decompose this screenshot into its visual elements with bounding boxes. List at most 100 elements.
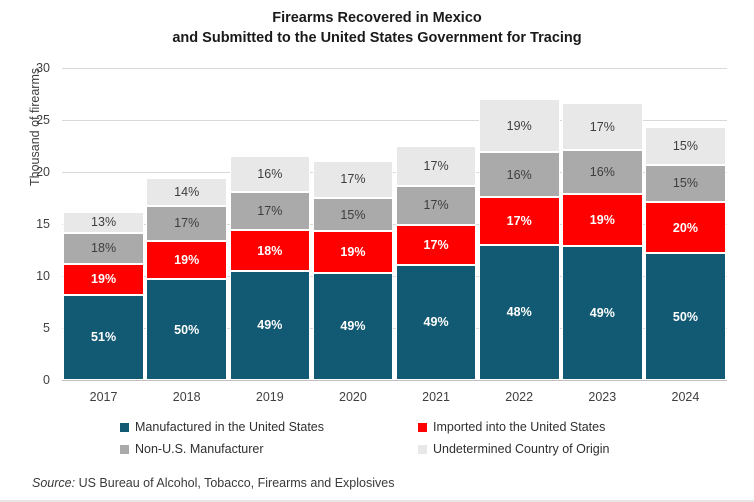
bar-stack[interactable]: 49% 17% 17% 17% xyxy=(395,145,477,380)
bar-segment[interactable]: 16% xyxy=(562,150,643,194)
y-axis-tick-label: 20 xyxy=(36,165,50,179)
page-title: Firearms Recovered in Mexico and Submitt… xyxy=(0,8,754,48)
x-axis-tick-label: 2020 xyxy=(339,390,367,404)
bar-segment[interactable]: 19% xyxy=(478,99,560,153)
bar-segment-label: 20% xyxy=(672,220,698,235)
legend-swatch-icon xyxy=(418,444,427,454)
legend-item[interactable]: Imported into the United States xyxy=(418,420,605,434)
chart-plot-area: Thousand of firearms 0 5 10 15 20 25 30 51% 19%… xyxy=(28,62,727,404)
bar-segment[interactable]: 49% xyxy=(562,245,643,380)
bar-segment[interactable]: 18% xyxy=(63,233,144,264)
bar-segment-label: 17% xyxy=(589,119,615,134)
gridline xyxy=(62,224,727,225)
x-axis-tick-label: 2022 xyxy=(505,390,534,404)
bar-segment-label: 14% xyxy=(174,185,200,200)
y-axis-tick-label: 25 xyxy=(36,113,50,127)
bar-segment-label: 19% xyxy=(174,252,200,267)
bar-segment[interactable]: 19% xyxy=(312,231,394,273)
bar-segment[interactable]: 17% xyxy=(478,196,560,245)
gridline xyxy=(62,276,727,277)
bar-segment[interactable]: 49% xyxy=(312,272,394,380)
bar-segment-label: 17% xyxy=(340,172,366,187)
bar-segment[interactable]: 17% xyxy=(395,185,477,226)
bar-segment[interactable]: 13% xyxy=(63,211,144,234)
bar-segment-label: 49% xyxy=(340,319,366,334)
bar-segment-label: 48% xyxy=(506,305,532,320)
source-text: US Bureau of Alcohol, Tobacco, Firearms … xyxy=(75,476,395,490)
x-axis-line xyxy=(62,380,727,381)
gridline xyxy=(62,172,727,173)
gridline xyxy=(62,68,727,69)
bar-segment-label: 19% xyxy=(589,212,615,227)
bar-segment-label: 17% xyxy=(423,237,449,252)
bar-segment[interactable]: 17% xyxy=(395,225,477,265)
bar-segment[interactable]: 16% xyxy=(229,156,311,192)
bar-segment[interactable]: 17% xyxy=(229,191,311,231)
chart-title-line-1: Firearms Recovered in Mexico xyxy=(272,10,482,26)
legend-item[interactable]: Undetermined Country of Origin xyxy=(418,442,609,456)
legend-swatch-icon xyxy=(120,444,129,454)
bar-stack[interactable]: 49% 19% 15% 17% xyxy=(312,160,394,380)
y-axis-tick-label: 5 xyxy=(43,321,50,335)
bar-segment-label: 50% xyxy=(174,322,200,337)
gridline xyxy=(62,120,727,121)
legend-item[interactable]: Manufactured in the United States xyxy=(120,420,324,434)
bar-segment-label: 19% xyxy=(506,118,532,133)
bar-segment[interactable]: 51% xyxy=(63,294,144,380)
x-axis-tick-label: 2017 xyxy=(89,390,118,404)
x-axis-tick-label: 2023 xyxy=(588,390,617,404)
bar-segment[interactable]: 49% xyxy=(229,270,311,380)
bar-segment-label: 49% xyxy=(257,318,283,333)
chart-legend: Manufactured in the United States Importe… xyxy=(0,418,754,464)
bar-segment[interactable]: 17% xyxy=(562,103,643,151)
bar-stack[interactable]: 51% 19% 18% 13% xyxy=(63,211,144,380)
bar-segment-label: 51% xyxy=(91,330,117,345)
bar-segment[interactable]: 14% xyxy=(146,178,227,207)
source-label: Source: xyxy=(32,476,76,490)
bar-segment-label: 16% xyxy=(506,167,532,182)
bar-segment-label: 18% xyxy=(257,243,283,258)
chart-title-line-2: and Submitted to the United States Gover… xyxy=(172,30,582,46)
bar-segment[interactable]: 16% xyxy=(478,152,560,197)
bar-segment[interactable]: 17% xyxy=(146,206,227,241)
bar-stack[interactable]: 50% 19% 17% 14% xyxy=(146,178,227,380)
bar-segment[interactable]: 15% xyxy=(312,198,394,232)
bar-segment[interactable]: 18% xyxy=(229,230,311,271)
bar-segment[interactable]: 15% xyxy=(645,127,726,165)
bar-segment[interactable]: 50% xyxy=(645,253,726,380)
legend-item[interactable]: Non-U.S. Manufacturer xyxy=(120,442,264,456)
bar-segment[interactable]: 15% xyxy=(645,164,726,203)
x-axis-tick-label: 2024 xyxy=(671,390,700,404)
bottom-divider xyxy=(0,500,754,502)
bar-segment-label: 16% xyxy=(257,167,283,182)
legend-swatch-icon xyxy=(418,422,427,432)
bar-segment-label: 15% xyxy=(672,139,698,154)
bar-segment-label: 15% xyxy=(340,207,366,222)
bar-segment[interactable]: 17% xyxy=(395,146,477,186)
bar-segment[interactable]: 19% xyxy=(146,240,227,280)
bar-segment-label: 49% xyxy=(423,315,449,330)
bar-segment[interactable]: 19% xyxy=(562,193,643,246)
bar-segment-label: 15% xyxy=(672,176,698,191)
legend-label: Non-U.S. Manufacturer xyxy=(135,442,264,456)
y-axis-tick-label: 15 xyxy=(36,217,50,231)
bar-segment[interactable]: 50% xyxy=(146,279,227,380)
bar-segment[interactable]: 17% xyxy=(312,160,394,198)
bar-segment-label: 17% xyxy=(423,158,449,173)
bar-stack[interactable]: 49% 19% 16% 17% xyxy=(562,103,643,380)
bar-segment[interactable]: 49% xyxy=(395,264,477,380)
bar-stack[interactable]: 49% 18% 17% 16% xyxy=(229,156,311,380)
x-axis-tick-label: 2018 xyxy=(172,390,201,404)
bar-segment[interactable]: 19% xyxy=(63,263,144,295)
bar-segment-label: 19% xyxy=(340,245,366,260)
bar-segment-label: 17% xyxy=(506,213,532,228)
bar-segment[interactable]: 48% xyxy=(478,244,560,380)
bar-segment[interactable]: 20% xyxy=(645,202,726,254)
bar-stack[interactable]: 50% 20% 15% 15% xyxy=(645,127,726,380)
bar-segment-label: 16% xyxy=(589,165,615,179)
legend-swatch-icon xyxy=(120,422,129,432)
source-note: Source: US Bureau of Alcohol, Tobacco, F… xyxy=(32,476,394,490)
legend-label: Imported into the United States xyxy=(433,420,606,434)
bar-stack[interactable]: 48% 17% 16% 19% xyxy=(478,98,560,380)
legend-label: Manufactured in the United States xyxy=(135,420,325,434)
